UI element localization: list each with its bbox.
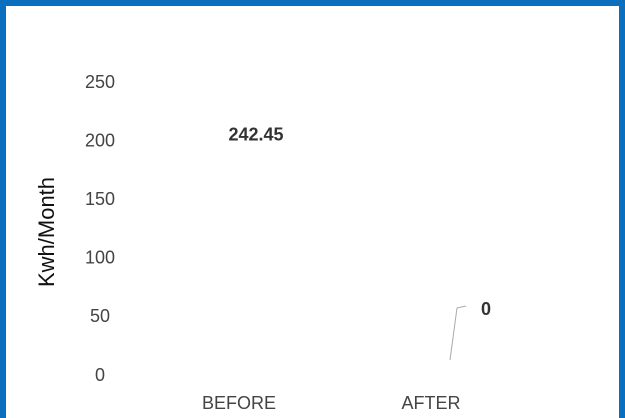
x-tick-label: BEFORE [202,393,276,413]
y-tick-label: 200 [85,130,115,150]
y-axis-label: Kwh/Month [34,177,59,287]
y-tick-label: 250 [85,72,115,92]
data-label: 0 [481,299,491,319]
data-label: 242.45 [228,125,283,145]
y-tick-label: 100 [85,248,115,268]
y-tick-label: 150 [85,189,115,209]
y-tick-label: 0 [95,365,105,385]
x-tick-label: AFTER [401,393,460,413]
leader-line [449,307,458,361]
y-tick-label: 50 [90,306,110,326]
leader-line [456,305,467,309]
